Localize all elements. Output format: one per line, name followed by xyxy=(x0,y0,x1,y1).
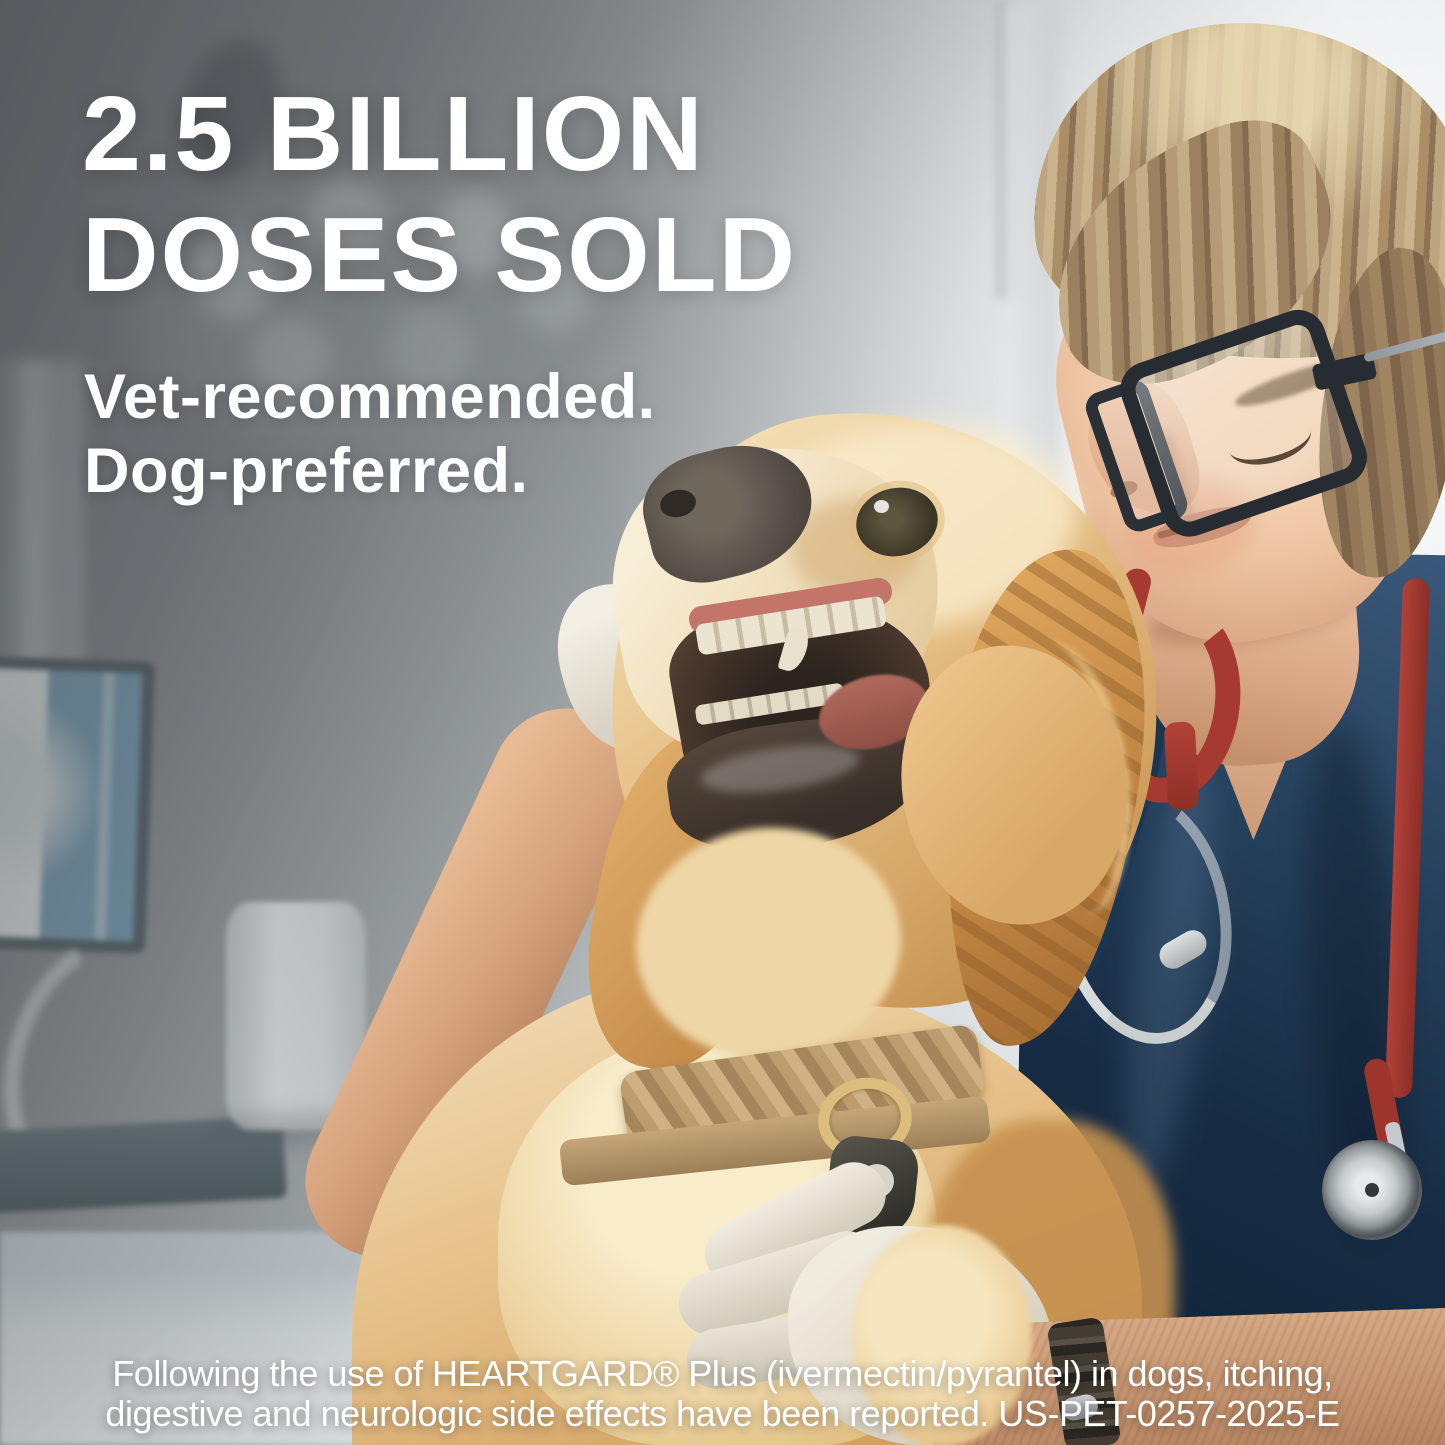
headline-line-1: 2.5 BILLION xyxy=(82,75,705,193)
disclaimer-line-2: digestive and neurologic side effects ha… xyxy=(105,1393,1340,1435)
headline: 2.5 BILLION DOSES SOLD xyxy=(82,74,797,316)
glasses-temple-arm xyxy=(1363,311,1445,363)
disclaimer-line-1: Following the use of HEARTGARD® Plus (iv… xyxy=(112,1352,1333,1394)
headline-line-2: DOSES SOLD xyxy=(82,195,798,314)
chestpiece-center xyxy=(1365,1183,1379,1197)
stethoscope-red-sleeve xyxy=(1163,721,1200,811)
subheadline: Vet-recommended. Dog-preferred. xyxy=(84,360,656,509)
subheadline-line-2: Dog-preferred. xyxy=(84,436,529,507)
dog-fur-tuft xyxy=(852,1225,1032,1445)
subheadline-line-1: Vet-recommended. xyxy=(84,362,656,432)
disclaimer: Following the use of HEARTGARD® Plus (iv… xyxy=(0,1352,1445,1435)
dog-eye-glint xyxy=(874,500,889,513)
